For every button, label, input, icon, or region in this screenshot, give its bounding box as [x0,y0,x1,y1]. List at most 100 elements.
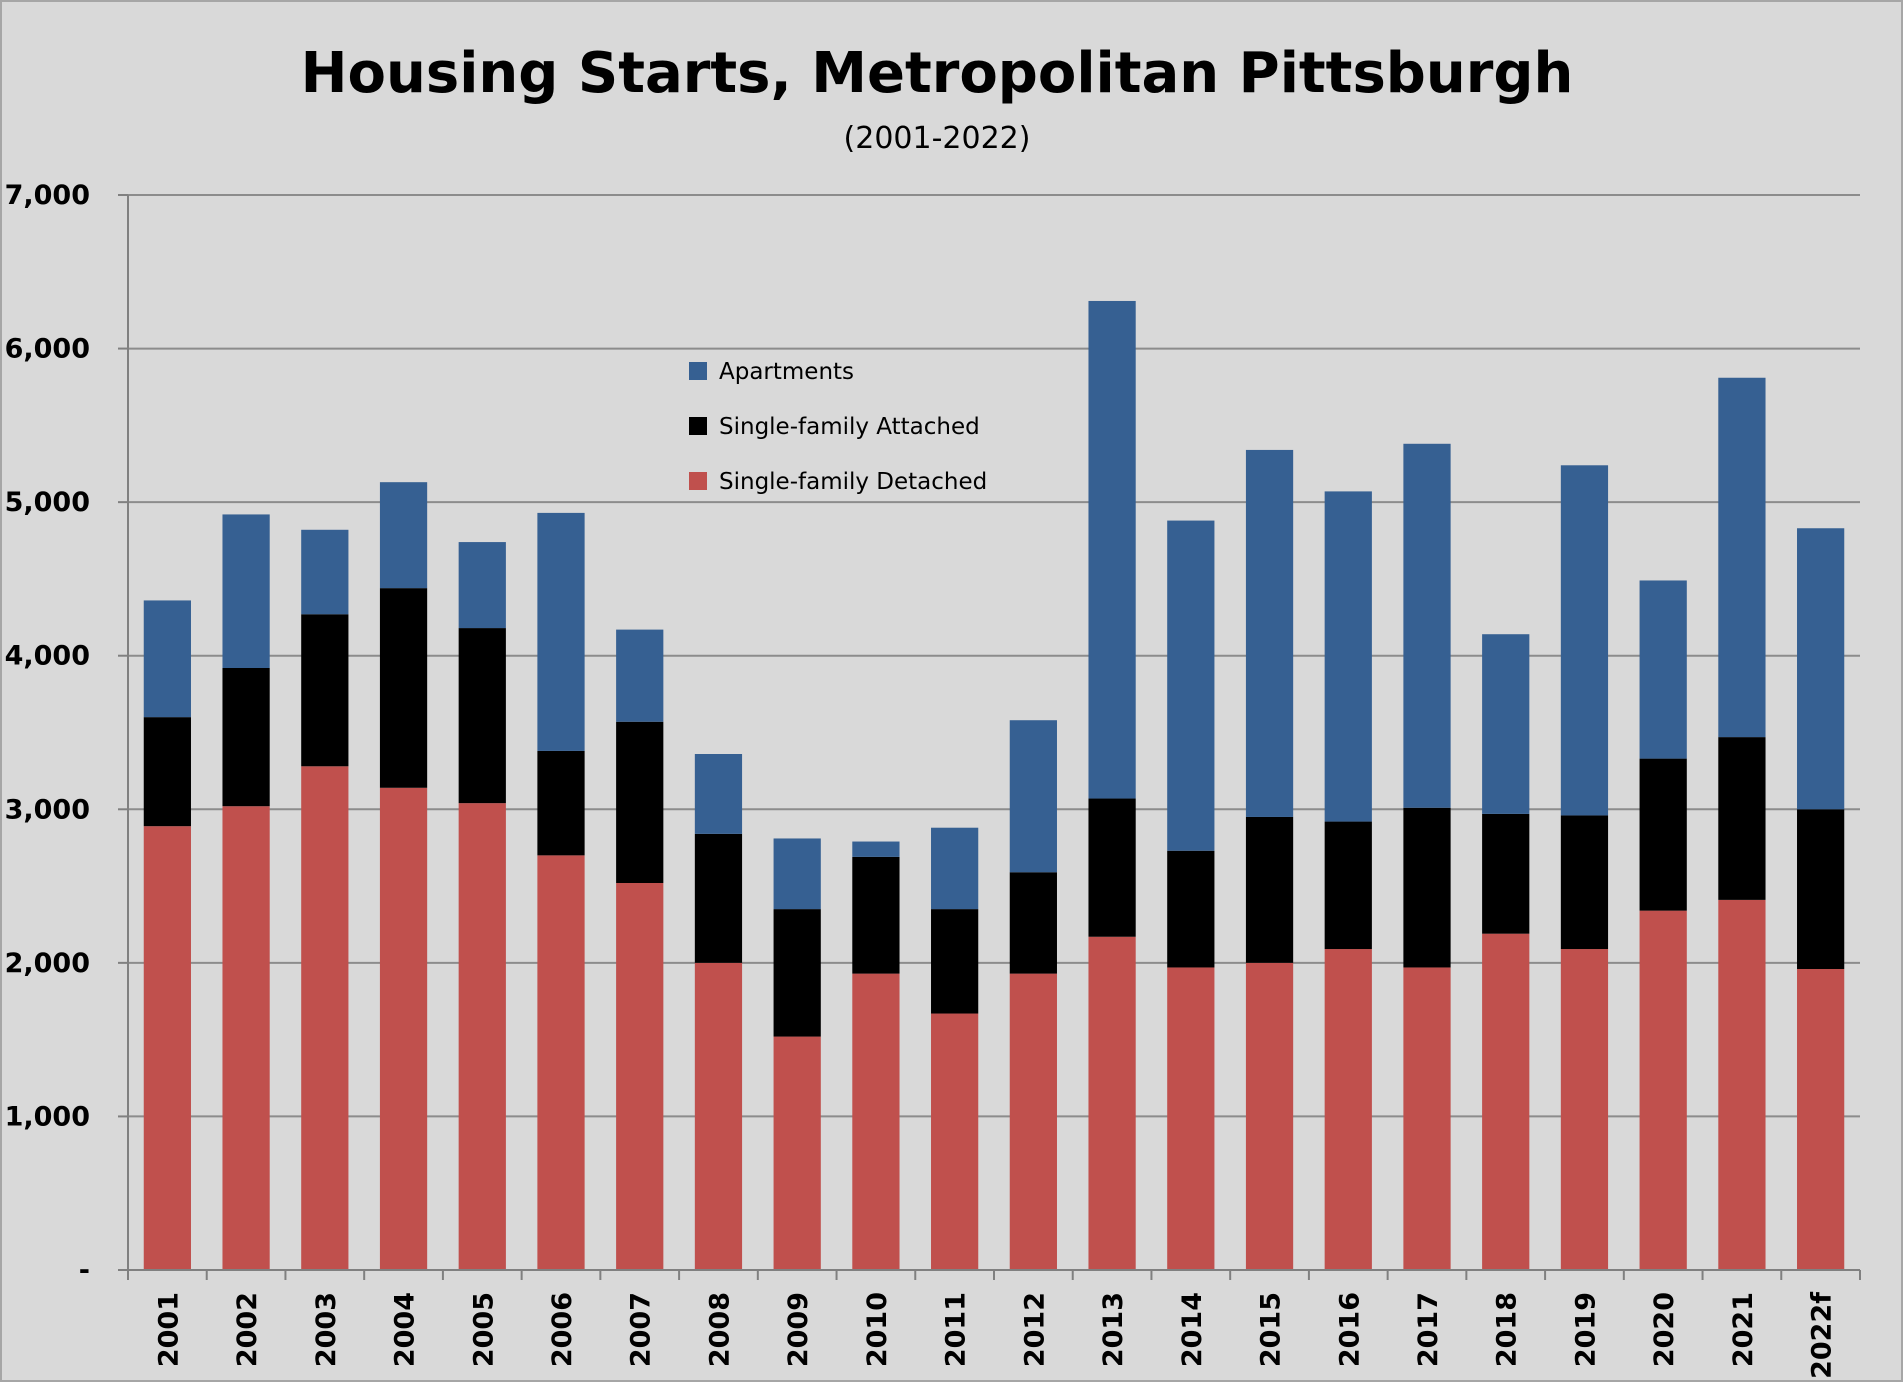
bar-single-family-attached-2011 [931,909,979,1014]
bar-single-family-detached-2020 [1639,910,1687,1270]
x-tick-label-2004: 2004 [390,1292,421,1367]
x-tick-label-2011: 2011 [941,1292,972,1367]
bar-single-family-detached-2004 [379,787,428,1270]
bar-apartments-2019 [1560,465,1609,816]
bar-single-family-detached-2006 [537,855,585,1270]
y-tick-label-6000: 6,000 [5,334,90,365]
legend-swatch-apartments [689,362,707,380]
axes [127,195,1861,1280]
bar-single-family-detached-2022f [1797,969,1845,1270]
bar-apartments-2022f [1797,528,1845,810]
x-tick-label-2021: 2021 [1728,1292,1759,1367]
bar-single-family-detached-2010 [852,973,900,1270]
bar-apartments-2013 [1088,300,1136,799]
x-tick-label-2009: 2009 [783,1292,814,1367]
bar-single-family-attached-2006 [537,750,585,856]
bar-apartments-2004 [379,482,428,589]
bar-apartments-2011 [931,827,979,910]
bar-single-family-detached-2013 [1088,936,1136,1270]
x-tick-label-2006: 2006 [547,1292,578,1367]
bar-single-family-attached-2001 [143,717,191,827]
bar-apartments-2002 [222,514,270,668]
x-tick-label-2017: 2017 [1413,1292,1444,1367]
bar-single-family-detached-2009 [773,1036,821,1270]
bar-apartments-2016 [1324,491,1372,822]
bar-apartments-2015 [1245,449,1294,817]
bar-single-family-detached-2005 [458,803,506,1270]
bar-single-family-detached-2008 [694,962,743,1270]
bar-single-family-attached-2007 [616,721,664,883]
bar-single-family-detached-2012 [1009,973,1057,1270]
x-tick-label-2020: 2020 [1649,1292,1680,1367]
bar-single-family-attached-2003 [301,614,349,767]
bar-single-family-attached-2020 [1639,758,1687,911]
chart-title: Housing Starts, Metropolitan Pittsburgh [301,41,1574,106]
legend-swatch-single-family-attached [689,417,707,435]
x-tick-label-2022f: 2022f [1807,1292,1838,1379]
bar-single-family-detached-2011 [931,1013,979,1270]
bar-single-family-attached-2017 [1403,807,1451,968]
legend-label-single-family-attached: Single-family Attached [719,414,980,440]
bars [143,300,1845,1270]
bar-single-family-detached-2014 [1167,967,1215,1270]
y-tick-label-2000: 2,000 [5,948,90,979]
y-tick-label-1000: 1,000 [5,1101,90,1132]
bar-single-family-detached-2021 [1718,899,1766,1270]
x-tick-label-2019: 2019 [1570,1292,1601,1367]
bar-single-family-detached-2016 [1324,949,1372,1270]
y-tick-label-7000: 7,000 [5,180,90,211]
bar-single-family-attached-2005 [458,628,506,804]
x-tick-label-2015: 2015 [1256,1292,1287,1367]
bar-apartments-2003 [301,529,349,615]
bar-apartments-2010 [852,841,900,857]
bar-single-family-attached-2015 [1245,816,1294,963]
bar-apartments-2017 [1403,443,1451,808]
bar-single-family-attached-2002 [222,668,270,807]
bar-single-family-detached-2003 [301,766,349,1270]
x-tick-label-2013: 2013 [1098,1292,1129,1367]
x-tick-labels: 2001 2002 2003 2004 2005 2006 2007 2008 2009 2010… [153,1292,1837,1379]
x-tick-label-2007: 2007 [626,1292,657,1367]
legend-swatch-single-family-detached [689,472,707,490]
bar-single-family-detached-2018 [1482,933,1530,1270]
bar-single-family-detached-2007 [616,883,664,1270]
bar-single-family-attached-2014 [1167,850,1215,968]
x-tick-label-2008: 2008 [704,1292,735,1367]
bar-apartments-2014 [1167,520,1215,851]
bar-single-family-attached-2008 [694,833,743,963]
y-tick-labels: - 1,000 2,000 3,000 4,000 5,000 6,000 7,000 [5,180,90,1286]
legend-label-apartments: Apartments [719,359,854,385]
bar-apartments-2012 [1009,720,1057,873]
bar-single-family-attached-2010 [852,856,900,974]
bar-single-family-detached-2002 [222,806,270,1270]
bar-single-family-detached-2001 [143,826,191,1270]
x-tick-label-2018: 2018 [1492,1292,1523,1367]
bar-apartments-2005 [458,542,506,629]
y-tick-label-4000: 4,000 [5,641,90,672]
bar-single-family-attached-2022f [1797,809,1845,969]
bar-single-family-attached-2012 [1009,872,1057,974]
x-tick-label-2002: 2002 [232,1292,263,1367]
x-tick-label-2001: 2001 [153,1292,184,1367]
bar-single-family-attached-2004 [379,588,428,788]
x-tick-label-2003: 2003 [311,1292,342,1367]
legend: Apartments Single-family Attached Single… [689,359,987,495]
y-tick-label-3000: 3,000 [5,794,90,825]
bar-apartments-2018 [1482,634,1530,814]
x-tick-label-2016: 2016 [1334,1292,1365,1367]
bar-single-family-attached-2021 [1718,737,1766,900]
x-tick-label-2012: 2012 [1019,1292,1050,1367]
x-tick-label-2010: 2010 [862,1292,893,1367]
bar-single-family-attached-2013 [1088,798,1136,937]
bar-single-family-detached-2017 [1403,967,1451,1270]
bar-apartments-2001 [143,600,191,718]
bar-apartments-2008 [694,754,743,834]
chart-subtitle: (2001-2022) [844,121,1031,156]
bar-single-family-attached-2016 [1324,821,1372,950]
bar-single-family-detached-2015 [1245,962,1294,1270]
x-tick-label-2005: 2005 [468,1292,499,1367]
bar-single-family-attached-2018 [1482,813,1530,934]
y-tick-label-5000: 5,000 [5,487,90,518]
